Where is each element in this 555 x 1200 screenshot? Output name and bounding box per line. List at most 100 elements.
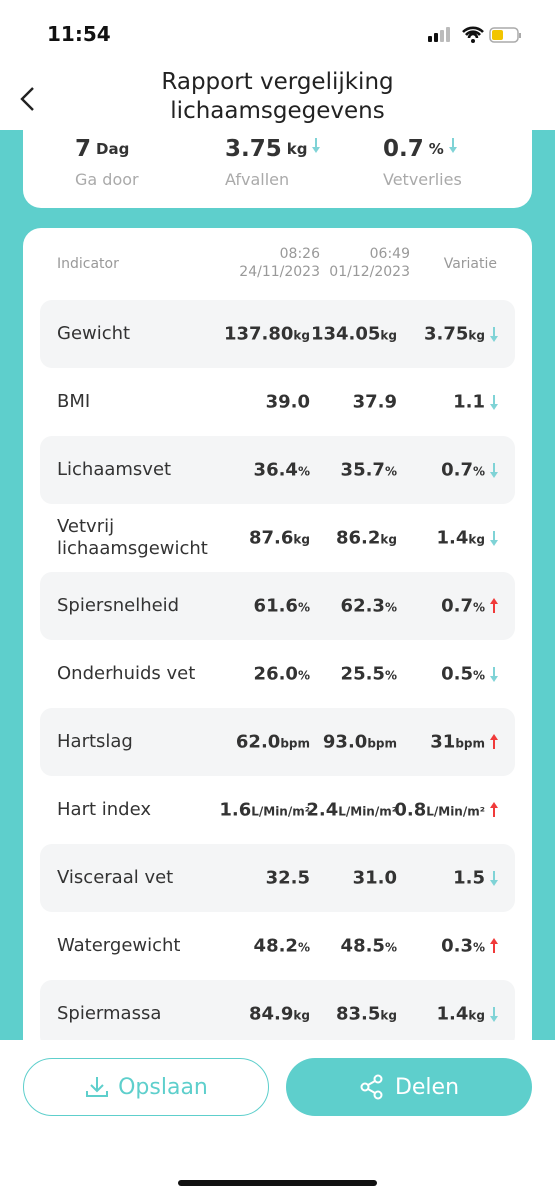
download-icon [86,1077,109,1097]
value-before: 26.0% [254,664,310,685]
value-before: 32.5 [266,868,310,889]
value-before: 87.6kg [249,528,310,549]
table-row: Spiersnelheid 61.6% 62.3% 0.7% [40,572,515,640]
back-button[interactable] [18,85,38,113]
unit: % [472,600,485,615]
summary-value: 7 Dag [75,136,129,162]
variation: 31bpm [430,732,485,753]
value: 0.5 [441,663,473,685]
indicator-name: Hartslag [57,731,133,752]
trend-arrow [490,871,498,886]
value: 87.6 [249,527,294,549]
trend-arrow [312,138,321,153]
unit: kg [293,328,310,343]
value: 0.7 [441,459,473,481]
page-title: Rapport vergelijking lichaamsgegevens [161,69,394,124]
value: 0.8 [394,799,427,821]
header-date: 01/12/2023 [329,264,410,280]
unit: % [297,600,310,615]
value: 62.3 [340,595,385,617]
value-before: 62.0bpm [236,732,310,753]
table-row: Onderhuids vet 26.0% 25.5% 0.5% [40,640,515,708]
share-icon [360,1074,383,1100]
save-button[interactable]: Opslaan [23,1058,269,1116]
value: 26.0 [253,663,298,685]
value: 0.7 [383,136,424,162]
value: 93.0 [322,731,368,753]
summary-label: Ga door [75,170,139,189]
unit: L/Min/m² [251,804,310,819]
value: 61.6 [253,595,298,617]
value-after: 48.5% [341,936,397,957]
indicator-name: Hart index [57,799,151,820]
value-after: 62.3% [341,596,397,617]
trend-arrow [490,531,498,546]
indicator-name: Onderhuids vet [57,663,196,684]
home-indicator [178,1180,377,1186]
unit: kg [380,532,397,547]
unit: % [297,668,310,683]
indicator-name: Gewicht [57,323,131,344]
summary-card: 7 Dag Ga door 3.75 kg Afvallen 0.7% Vetverlies [23,130,532,208]
unit: % [297,464,310,479]
header-variation: Variatie [443,256,497,272]
unit: % [472,940,485,955]
summary-label: Vetverlies [383,170,462,189]
value: 134.05 [310,323,381,345]
unit: kg [468,532,485,547]
value-before: 1.6L/Min/m² [219,800,310,821]
value: 3.75 [424,323,469,345]
table-row: Hartslag 62.0bpm 93.0bpm 31bpm [40,708,515,776]
indicator-name: Vetvrij lichaamsgewicht [57,516,208,559]
value: 1.6 [219,799,252,821]
trend-arrow [448,138,457,153]
button-label: Opslaan [118,1074,208,1100]
value-after: 31.0 [353,868,397,889]
header-indicator: Indicator [57,256,119,272]
summary-value: 0.7% [383,136,458,162]
unit: kg [468,1008,485,1023]
indicator-name: Watergewicht [57,935,181,956]
value: 39.0 [265,391,310,413]
value-after: 2.4L/Min/m² [306,800,397,821]
variation: 0.7% [441,596,485,617]
variation: 1.5 [453,868,485,889]
value: 83.5 [336,1003,381,1025]
value-before: 61.6% [254,596,310,617]
unit: Dag [96,140,130,158]
content-area: 7 Dag Ga door 3.75 kg Afvallen 0.7% Vetverlies … [0,130,555,1040]
value: 1.5 [453,867,485,889]
table-row: Visceraal vet 32.5 31.0 1.5 [40,844,515,912]
trend-arrow [490,327,498,342]
unit: % [472,668,485,683]
value: 62.0 [235,731,281,753]
value-before: 39.0 [266,392,310,413]
value: 86.2 [336,527,381,549]
value: 48.5 [340,935,385,957]
indicator-name: Visceraal vet [57,867,174,888]
unit: % [384,600,397,615]
value: 0.7 [441,595,473,617]
variation: 0.5% [441,664,485,685]
trend-arrow [490,463,498,478]
variation: 0.3% [441,936,485,957]
share-button[interactable]: Delen [286,1058,532,1116]
value: 1.1 [453,391,485,413]
value-after: 134.05kg [311,324,397,345]
value: 1.4 [436,1003,469,1025]
variation: 0.8L/Min/m² [394,800,485,821]
value: 36.4 [253,459,298,481]
table-row: Watergewicht 48.2% 48.5% 0.3% [40,912,515,980]
indicator-name: BMI [57,391,91,412]
value: 35.7 [340,459,385,481]
unit: % [384,940,397,955]
trend-arrow [490,938,498,953]
table-row: Vetvrij lichaamsgewicht 87.6kg 86.2kg 1.4kg [40,504,515,572]
value-after: 86.2kg [336,528,397,549]
unit: kg [468,328,485,343]
value-after: 83.5kg [336,1004,397,1025]
indicator-name: Spiersnelheid [57,595,180,616]
trend-arrow [490,734,498,749]
value: 37.9 [352,391,397,413]
